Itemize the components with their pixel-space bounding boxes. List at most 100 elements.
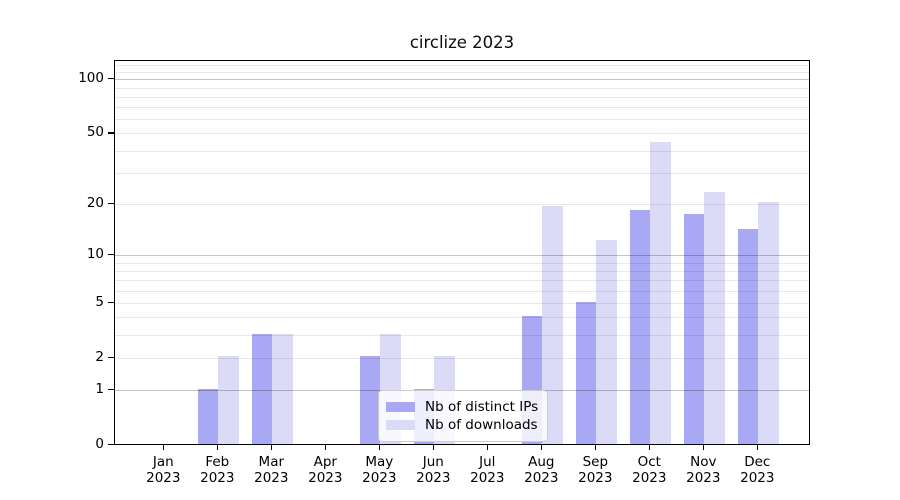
x-tickmark-jul <box>486 444 488 450</box>
bar-may-distinct-ips <box>359 356 381 444</box>
x-tick-year: 2023 <box>146 470 181 486</box>
x-tick-year: 2023 <box>362 470 397 486</box>
legend-label-distinct-ips: Nb of distinct IPs <box>425 399 539 415</box>
gridline-40 <box>115 150 809 152</box>
legend-label-downloads: Nb of downloads <box>425 417 538 433</box>
x-tick-label-feb: Feb 2023 <box>187 454 247 487</box>
gridline-4 <box>115 317 809 319</box>
y-tick-label-1: 1 <box>95 380 104 397</box>
gridline-3 <box>115 335 809 337</box>
x-tickmark-feb <box>216 444 218 450</box>
bar-aug-downloads <box>542 206 564 444</box>
gridline-60 <box>115 119 809 121</box>
legend-item-downloads: Nb of downloads <box>386 417 538 433</box>
bar-oct-distinct-ips <box>629 210 651 444</box>
x-tick-label-dec: Dec 2023 <box>727 454 787 487</box>
legend-item-distinct-ips: Nb of distinct IPs <box>386 399 538 415</box>
y-tickmark-5 <box>107 301 114 304</box>
x-tick-label-nov: Nov 2023 <box>673 454 733 487</box>
x-tick-label-apr: Apr 2023 <box>295 454 355 487</box>
y-tick-label-2: 2 <box>95 348 104 365</box>
x-tick-month: Oct <box>637 453 661 470</box>
legend-swatch-distinct-ips <box>386 401 415 413</box>
x-tick-year: 2023 <box>254 470 289 486</box>
gridline-10 <box>115 254 809 256</box>
x-tick-month: Jun <box>422 453 444 470</box>
legend: Nb of distinct IPs Nb of downloads <box>378 390 549 442</box>
bar-dec-downloads <box>758 202 780 444</box>
gridline-30 <box>115 172 809 174</box>
x-tick-year: 2023 <box>524 470 559 486</box>
gridline-20 <box>115 203 809 205</box>
bar-sep-downloads <box>596 240 618 444</box>
x-tick-month: Nov <box>690 453 717 470</box>
gridline-70 <box>115 107 809 109</box>
gridline-110 <box>115 71 809 73</box>
y-tickmark-1 <box>107 388 114 391</box>
y-tickmark-50 <box>107 132 114 134</box>
x-tick-month: May <box>365 453 394 470</box>
x-tick-year: 2023 <box>308 470 343 486</box>
bars-layer <box>115 61 809 444</box>
x-tick-month: Feb <box>205 453 230 470</box>
x-tick-month: Mar <box>258 453 285 470</box>
y-tickmark-100 <box>107 78 114 80</box>
x-tickmark-jun <box>432 444 434 450</box>
y-tick-label-0: 0 <box>95 435 104 452</box>
bar-feb-downloads <box>218 356 240 444</box>
x-tick-year: 2023 <box>470 470 505 486</box>
x-tick-year: 2023 <box>632 470 667 486</box>
x-tick-label-oct: Oct 2023 <box>619 454 679 487</box>
bar-mar-distinct-ips <box>251 333 273 444</box>
gridline-9 <box>115 262 809 264</box>
y-tickmark-0 <box>107 443 114 446</box>
x-tick-label-may: May 2023 <box>349 454 409 487</box>
legend-swatch-downloads <box>386 419 415 431</box>
x-tick-month: Dec <box>744 453 771 470</box>
gridline-100 <box>115 79 809 81</box>
x-tick-label-mar: Mar 2023 <box>241 454 301 487</box>
x-tickmark-apr <box>324 444 326 450</box>
bar-nov-distinct-ips <box>683 214 705 444</box>
bar-feb-distinct-ips <box>197 388 219 444</box>
bar-mar-downloads <box>272 333 294 444</box>
x-tick-year: 2023 <box>578 470 613 486</box>
gridline-120 <box>115 64 809 66</box>
gridline-6 <box>115 290 809 292</box>
x-tickmark-nov <box>702 444 704 450</box>
x-tickmark-jan <box>162 444 164 450</box>
plot-area <box>114 60 810 445</box>
gridline-8 <box>115 270 809 272</box>
x-tickmark-aug <box>540 444 542 450</box>
y-tick-label-50: 50 <box>86 124 104 141</box>
bar-oct-downloads <box>650 141 672 444</box>
x-tickmark-oct <box>648 444 650 450</box>
x-tick-label-sep: Sep 2023 <box>565 454 625 487</box>
gridline-90 <box>115 87 809 89</box>
bar-dec-distinct-ips <box>737 228 759 444</box>
x-tick-label-jul: Jul 2023 <box>457 454 517 487</box>
gridline-80 <box>115 96 809 98</box>
gridline-7 <box>115 280 809 282</box>
y-tickmark-2 <box>107 356 114 359</box>
x-tick-label-jan: Jan 2023 <box>133 454 193 487</box>
x-tick-month: Aug <box>528 453 555 470</box>
y-tickmark-20 <box>107 202 114 204</box>
x-tick-year: 2023 <box>686 470 721 486</box>
x-tickmark-sep <box>594 444 596 450</box>
x-tick-month: Sep <box>582 453 609 470</box>
x-tick-month: Apr <box>313 453 337 470</box>
y-tick-label-100: 100 <box>78 70 104 87</box>
y-tick-label-10: 10 <box>86 245 104 262</box>
bar-nov-downloads <box>704 191 726 444</box>
bar-sep-distinct-ips <box>575 301 597 444</box>
x-tick-month: Jan <box>152 453 174 470</box>
x-tick-year: 2023 <box>416 470 451 486</box>
x-tickmark-mar <box>270 444 272 450</box>
y-tick-label-5: 5 <box>95 293 104 310</box>
x-tickmark-may <box>378 444 380 450</box>
x-tick-year: 2023 <box>200 470 235 486</box>
gridline-50 <box>115 133 809 135</box>
x-tickmark-dec <box>756 444 758 450</box>
